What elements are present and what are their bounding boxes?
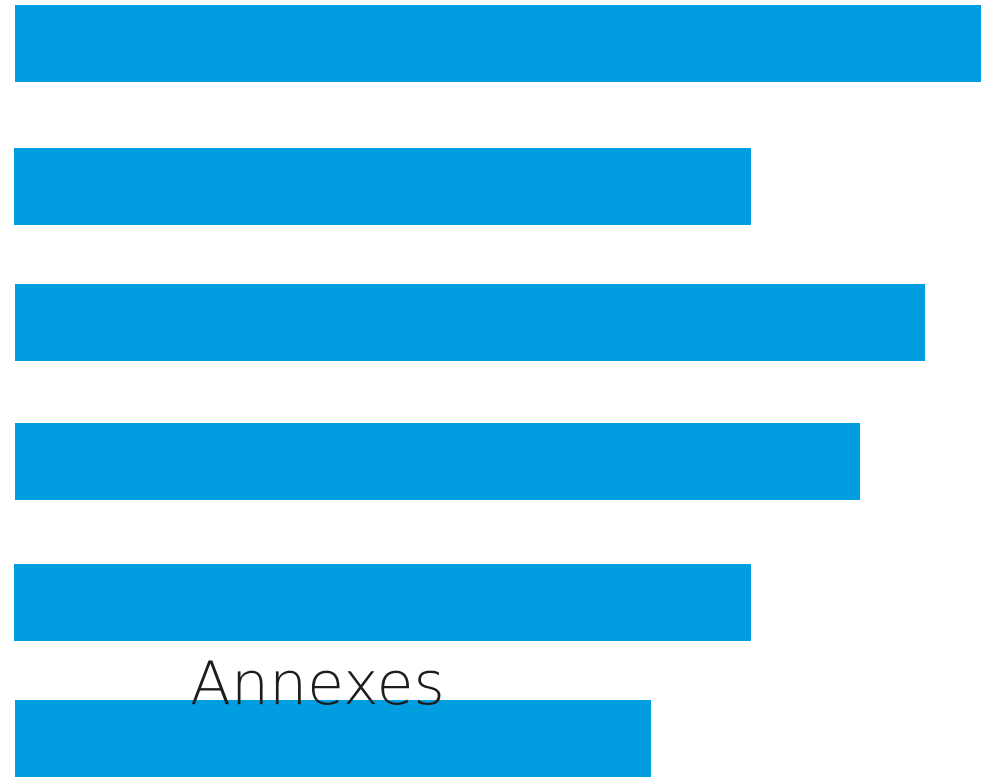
decorative-bar bbox=[15, 284, 925, 361]
decorative-bar bbox=[15, 423, 860, 500]
decorative-bar bbox=[14, 148, 751, 225]
section-heading: Annexes bbox=[190, 649, 445, 719]
decorative-bar bbox=[15, 700, 651, 777]
decorative-bar bbox=[15, 5, 981, 82]
decorative-bar bbox=[14, 564, 751, 641]
